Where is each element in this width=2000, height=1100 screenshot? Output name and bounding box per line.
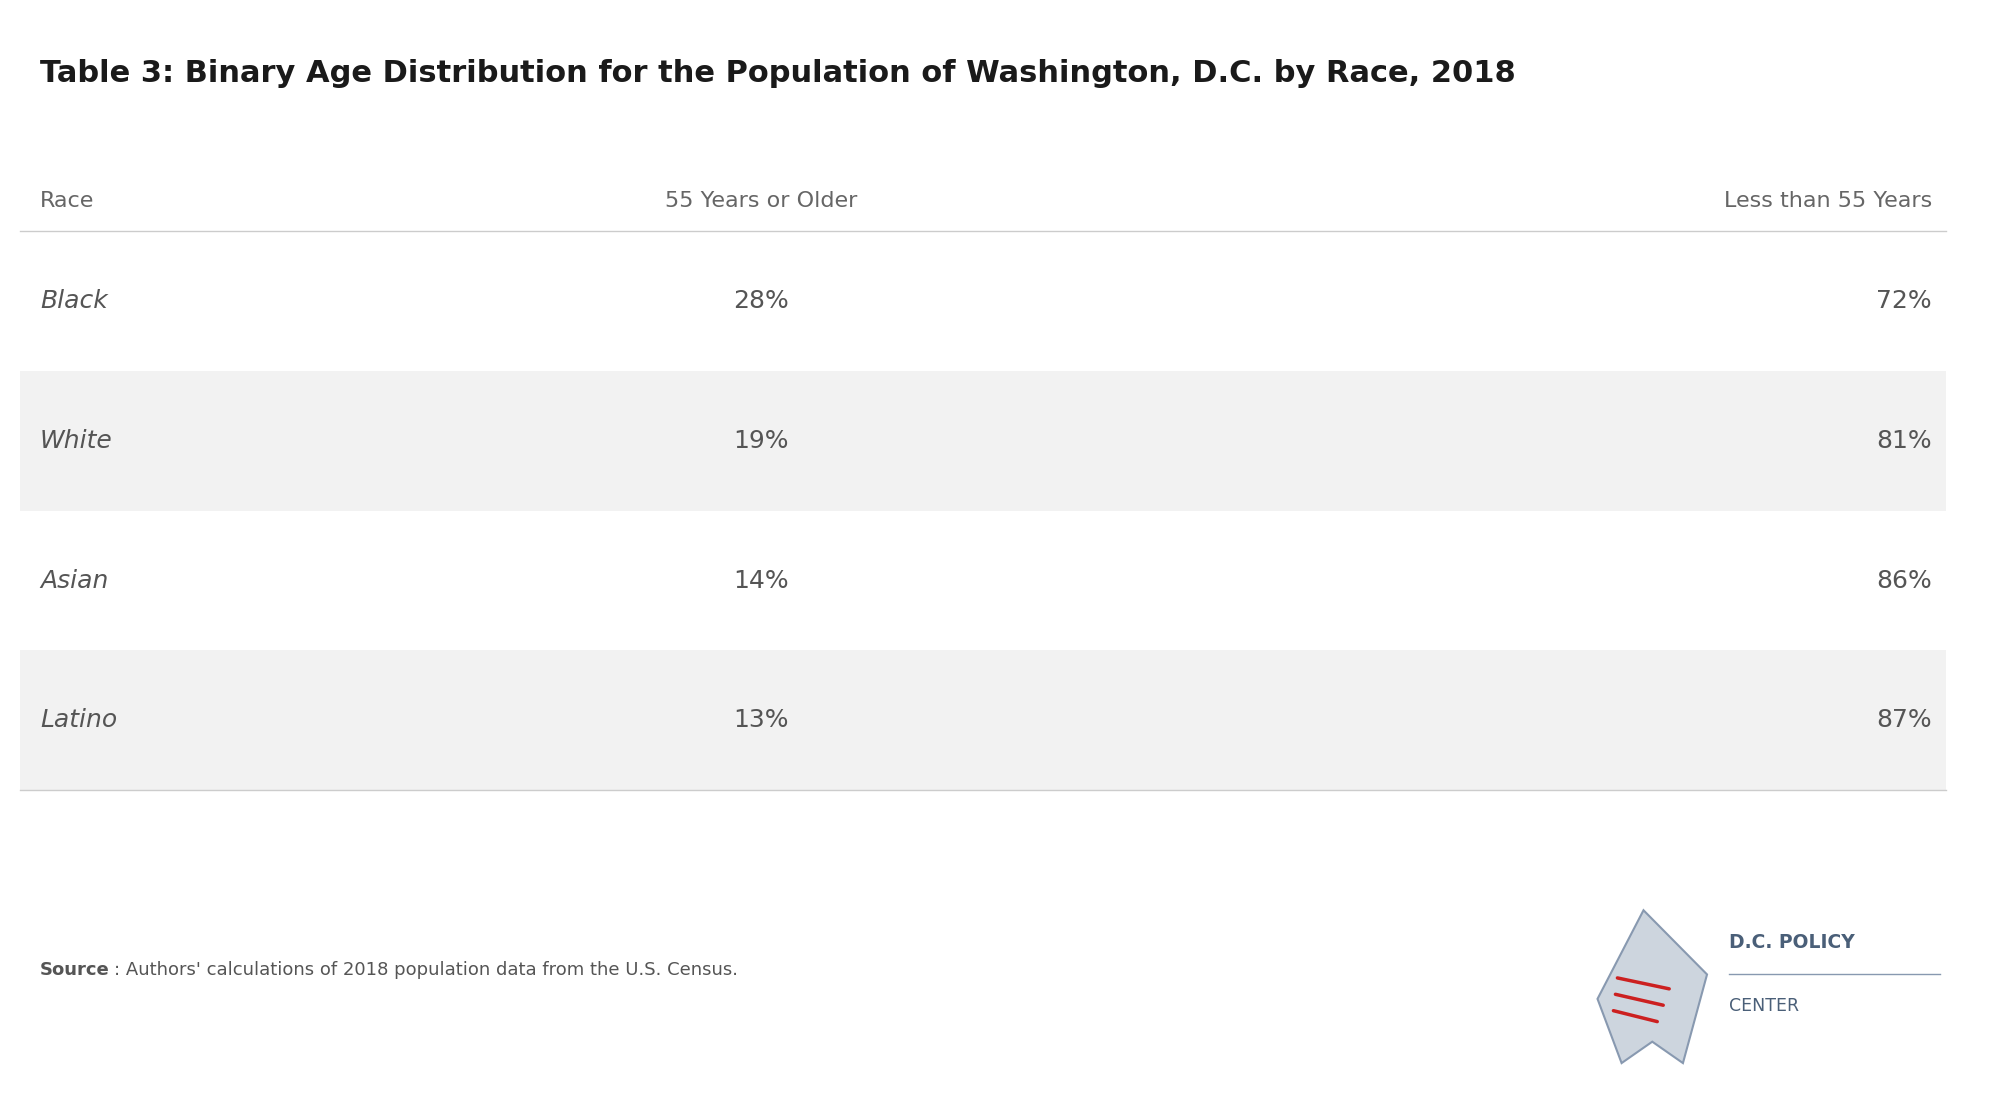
Text: White: White — [40, 429, 112, 453]
Text: CENTER: CENTER — [1728, 998, 1800, 1015]
Text: Black: Black — [40, 289, 108, 314]
Text: 19%: 19% — [734, 429, 788, 453]
Bar — [20, 650, 1946, 790]
Text: Latino: Latino — [40, 708, 118, 733]
Text: 86%: 86% — [1876, 569, 1932, 593]
Text: 13%: 13% — [734, 708, 788, 733]
Text: Race: Race — [40, 190, 94, 211]
Text: 81%: 81% — [1876, 429, 1932, 453]
Text: Table 3: Binary Age Distribution for the Population of Washington, D.C. by Race,: Table 3: Binary Age Distribution for the… — [40, 58, 1516, 88]
Text: 14%: 14% — [734, 569, 788, 593]
Text: 55 Years or Older: 55 Years or Older — [664, 190, 858, 211]
Text: Source: Source — [40, 961, 110, 979]
Text: D.C. POLICY: D.C. POLICY — [1728, 934, 1854, 953]
Polygon shape — [1598, 911, 1708, 1063]
Text: Less than 55 Years: Less than 55 Years — [1724, 190, 1932, 211]
Bar — [20, 371, 1946, 510]
Text: 72%: 72% — [1876, 289, 1932, 314]
Text: Asian: Asian — [40, 569, 108, 593]
Text: 87%: 87% — [1876, 708, 1932, 733]
Text: : Authors' calculations of 2018 population data from the U.S. Census.: : Authors' calculations of 2018 populati… — [114, 961, 738, 979]
Text: 28%: 28% — [734, 289, 788, 314]
